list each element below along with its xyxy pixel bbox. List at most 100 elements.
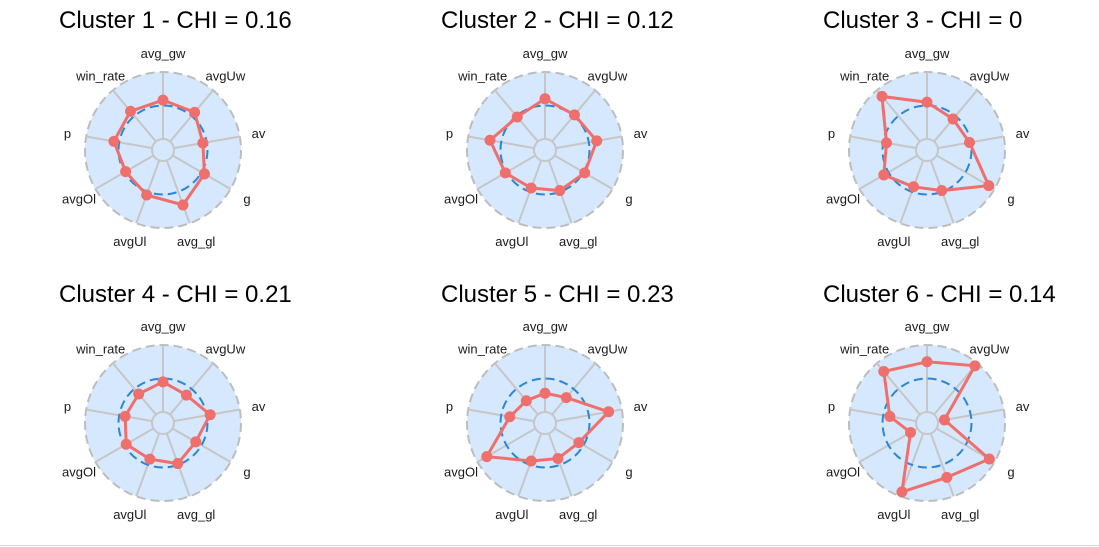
cluster-6-axis-label-avgOl: avgOl xyxy=(826,465,860,480)
cluster-4-axis-label-win-rate: win_rate xyxy=(75,342,125,357)
cluster-4-series-line xyxy=(123,380,212,466)
cluster-1-point-avg-gl xyxy=(177,199,189,211)
cluster-2-center-hole xyxy=(533,138,557,162)
cluster-5-title: Cluster 5 - CHI = 0.23 xyxy=(441,281,674,308)
cluster-6-point-avg-gw xyxy=(921,356,933,368)
cluster-4-point-avg-gl xyxy=(172,458,184,470)
cluster-6-axis-label-avg-gl: avg_gl xyxy=(941,507,979,522)
cluster-4-point-avgOl xyxy=(120,438,132,450)
cluster-3-axis-label-avgUw: avgUw xyxy=(969,69,1009,84)
cluster-1-point-av xyxy=(197,137,209,149)
cluster-1-axis-label-g: g xyxy=(243,192,250,207)
cluster-3-axis-label-avgUl: avgUl xyxy=(877,234,910,249)
cluster-5-axis-label-avgUl: avgUl xyxy=(495,507,528,522)
cluster-2-axis-label-avg-gl: avg_gl xyxy=(559,234,597,249)
cluster-5-reference-circle xyxy=(499,377,591,469)
cluster-1-axis-label-avg-gw: avg_gw xyxy=(141,46,186,61)
cluster-2-point-g xyxy=(579,167,591,179)
cluster-4-point-g xyxy=(190,436,202,448)
cluster-6-point-avgUl xyxy=(896,486,908,498)
cluster-5-point-avgOl xyxy=(481,451,493,463)
cluster-3-point-avgOl xyxy=(878,169,890,181)
cluster-1-panel: Cluster 1 - CHI = 0.16 avg_gw avgUw av g avg_… xyxy=(59,7,292,249)
cluster-3-axis-label-avg-gw: avg_gw xyxy=(905,46,950,61)
cluster-4-reference-circle xyxy=(117,377,209,469)
cluster-1-point-avgOl xyxy=(120,166,132,178)
cluster-6-axis-label-p: p xyxy=(828,399,835,414)
cluster-1-title: Cluster 1 - CHI = 0.16 xyxy=(59,7,292,34)
cluster-4-axis-label-av: av xyxy=(252,399,266,414)
cluster-3-axis-label-p: p xyxy=(828,126,835,141)
cluster-2-reference-circle xyxy=(499,104,591,196)
cluster-1-axis-label-avg-gl: avg_gl xyxy=(177,234,215,249)
cluster-1-axis-label-avgUw: avgUw xyxy=(205,69,245,84)
cluster-3-point-avgUl xyxy=(908,181,920,193)
cluster-6-point-avgOl xyxy=(905,427,917,439)
cluster-6-point-avgUw xyxy=(969,360,981,372)
cluster-6-axis-label-av: av xyxy=(1016,399,1030,414)
cluster-3-axis-label-win-rate: win_rate xyxy=(839,69,889,84)
cluster-1-spoke-avg-gl xyxy=(165,159,191,224)
cluster-5-point-avgUw xyxy=(560,392,572,404)
cluster-4-point-avg-gw xyxy=(157,376,169,388)
cluster-2-series-line xyxy=(488,97,599,193)
cluster-5-spoke-avg-gl xyxy=(547,432,573,497)
cluster-5-point-avg-gl xyxy=(552,453,564,465)
cluster-5-axis-label-avgUw: avgUw xyxy=(587,342,627,357)
cluster-2-axis-label-avg-gw: avg_gw xyxy=(523,46,568,61)
cluster-5-spoke-win-rate xyxy=(494,362,539,416)
cluster-6-axis-label-avgUw: avgUw xyxy=(969,342,1009,357)
cluster-6-panel: Cluster 6 - CHI = 0.14 avg_gw avgUw av g avg_… xyxy=(823,281,1056,522)
cluster-5-point-avg-gw xyxy=(539,387,551,399)
cluster-4-axis-label-avgUl: avgUl xyxy=(113,507,146,522)
cluster-4-spoke-g xyxy=(172,427,232,463)
cluster-4-axis-label-g: g xyxy=(243,465,250,480)
cluster-5-axis-label-avg-gl: avg_gl xyxy=(559,507,597,522)
cluster-1-point-win-rate xyxy=(125,105,137,117)
cluster-4-point-p xyxy=(119,410,131,422)
cluster-6-axis-label-g: g xyxy=(1007,465,1014,480)
cluster-2-axis-label-win-rate: win_rate xyxy=(457,69,507,84)
cluster-4-axis-label-avg-gl: avg_gl xyxy=(177,507,215,522)
cluster-5-series-line xyxy=(485,391,611,463)
cluster-6-spoke-avg-gl xyxy=(929,432,955,497)
cluster-1-point-avgUl xyxy=(141,189,153,201)
cluster-2-axis-label-avgOl: avgOl xyxy=(444,192,478,207)
cluster-4-point-av xyxy=(204,409,216,421)
cluster-1-series-line xyxy=(112,98,206,207)
cluster-2-axis-label-p: p xyxy=(446,126,453,141)
cluster-4-point-win-rate xyxy=(133,388,145,400)
cluster-1-point-avg-gw xyxy=(157,94,169,106)
cluster-5-axis-label-av: av xyxy=(634,399,648,414)
cluster-4-axis-label-avgOl: avgOl xyxy=(62,465,96,480)
cluster-6-axis-label-win-rate: win_rate xyxy=(839,342,889,357)
cluster-6-point-g xyxy=(983,453,995,465)
cluster-4-title: Cluster 4 - CHI = 0.21 xyxy=(59,281,292,308)
cluster-2-axis-label-av: av xyxy=(634,126,648,141)
cluster-1-spoke-win-rate xyxy=(112,89,157,143)
cluster-2-title: Cluster 2 - CHI = 0.12 xyxy=(441,7,674,34)
cluster-5-point-p xyxy=(504,411,516,423)
cluster-3-point-avgUw xyxy=(947,113,959,125)
cluster-6-series-line xyxy=(882,360,991,494)
cluster-6-point-p xyxy=(884,410,896,422)
cluster-2-point-avg-gl xyxy=(554,185,566,197)
cluster-5-point-avgUl xyxy=(525,455,537,467)
cluster-1-axis-label-av: av xyxy=(252,126,266,141)
cluster-1-axis-label-win-rate: win_rate xyxy=(75,69,125,84)
cluster-1-point-p xyxy=(108,135,120,147)
cluster-5-axis-label-avgOl: avgOl xyxy=(444,465,478,480)
cluster-6-title: Cluster 6 - CHI = 0.14 xyxy=(823,281,1056,308)
cluster-4-point-avgUw xyxy=(180,389,192,401)
cluster-2-point-avgUw xyxy=(568,109,580,121)
cluster-2-panel: Cluster 2 - CHI = 0.12 avg_gw avgUw av g avg_… xyxy=(441,7,674,249)
cluster-5-axis-label-avg-gw: avg_gw xyxy=(523,319,568,334)
cluster-2-point-p xyxy=(484,134,496,146)
cluster-5-panel: Cluster 5 - CHI = 0.23 avg_gw avgUw av g avg_… xyxy=(441,281,674,522)
cluster-3-series-line xyxy=(880,94,991,193)
cluster-6-axis-label-avg-gw: avg_gw xyxy=(905,319,950,334)
cluster-3-point-g xyxy=(983,180,995,192)
cluster-6-point-win-rate xyxy=(878,365,890,377)
cluster-5-axis-label-p: p xyxy=(446,399,453,414)
